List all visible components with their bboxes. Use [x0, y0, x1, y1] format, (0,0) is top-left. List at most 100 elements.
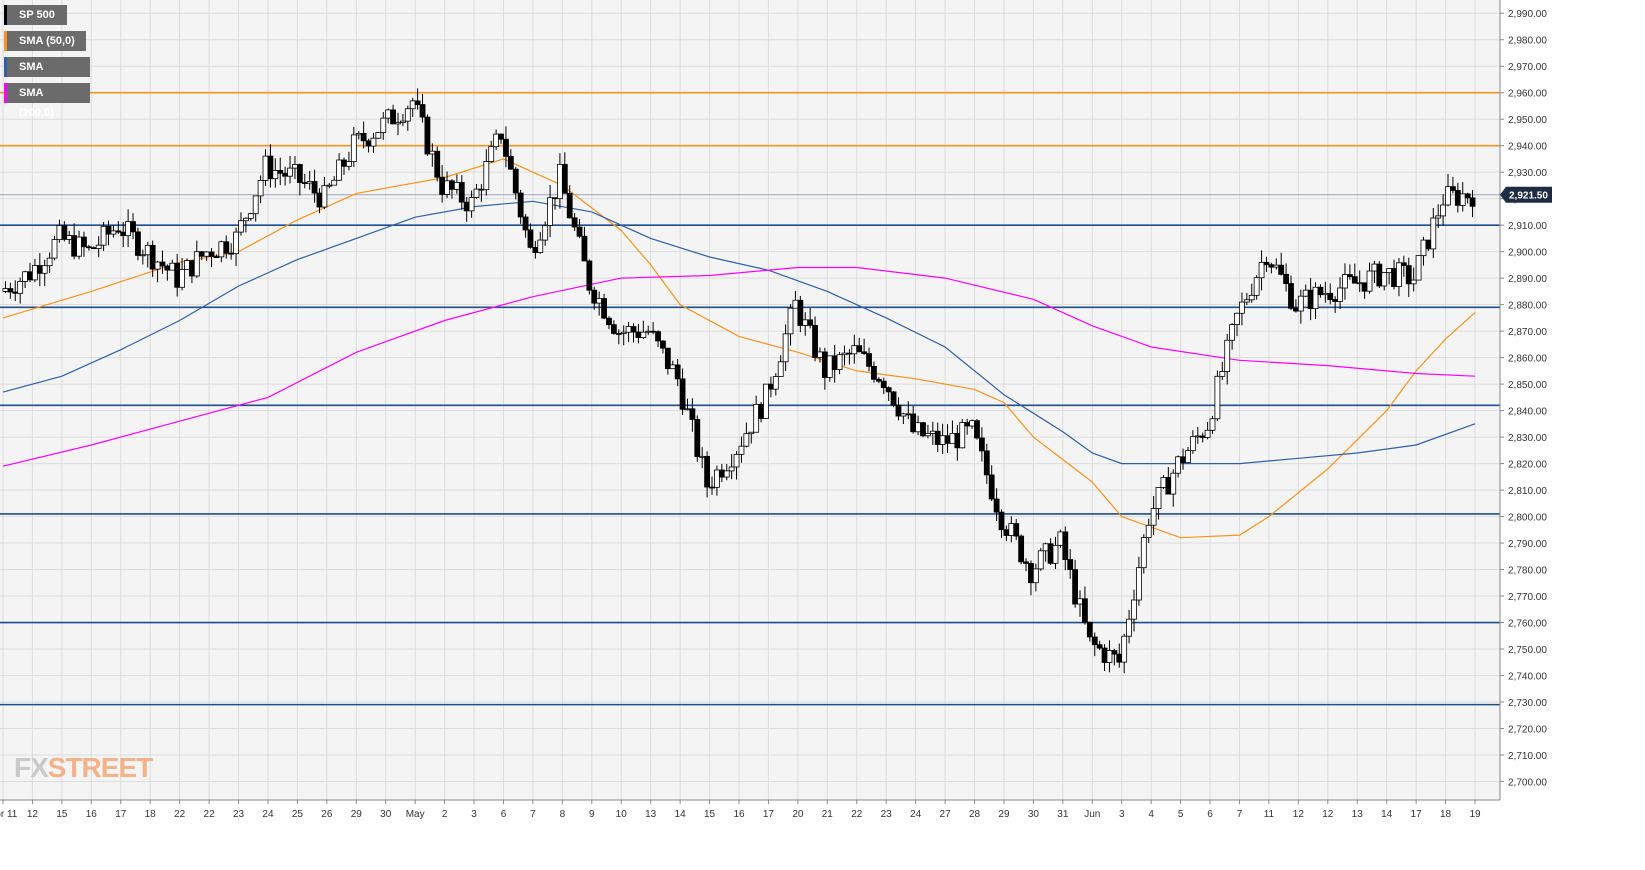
candle-body: [488, 146, 495, 162]
candle-body: [1459, 193, 1466, 206]
candle-body: [812, 324, 818, 358]
candle-body: [1243, 299, 1250, 303]
candle-body: [1013, 523, 1020, 537]
legend-sma-200[interactable]: SMA (200,0): [4, 83, 90, 119]
candle-body: [380, 117, 387, 133]
candle-body: [208, 251, 215, 257]
y-tick-label: 2,800.00: [1508, 513, 1547, 524]
candle-body: [576, 226, 583, 237]
candle-body: [1253, 277, 1260, 296]
x-tick-label: 11: [1264, 809, 1275, 820]
candle-body: [1312, 286, 1319, 309]
x-tick-label: 19: [1469, 809, 1481, 820]
candle-body: [463, 201, 470, 212]
candle-body: [900, 413, 907, 417]
candle-body: [296, 164, 303, 183]
x-tick-label: 2: [442, 809, 448, 820]
candle-body: [591, 289, 598, 304]
candle-body: [105, 225, 112, 235]
candle-body: [223, 241, 230, 254]
y-tick-label: 2,980.00: [1508, 36, 1547, 47]
x-tick-label: 12: [27, 809, 39, 820]
candle-body: [76, 236, 82, 257]
candle-body: [71, 235, 78, 257]
candle-body: [1268, 264, 1275, 268]
candle-body: [409, 100, 416, 110]
candle-body: [213, 256, 220, 258]
y-tick-label: 2,960.00: [1508, 89, 1547, 100]
candle-body: [1067, 559, 1074, 571]
candle-body: [841, 352, 848, 356]
x-tick-label: 3: [1119, 809, 1125, 820]
candle-body: [1185, 450, 1191, 463]
sma-line-2: [2, 266, 1476, 467]
candle-body: [1082, 598, 1088, 623]
y-tick-label: 2,780.00: [1508, 566, 1547, 577]
candle-body: [782, 333, 789, 363]
candle-body: [1405, 265, 1412, 285]
candle-body: [635, 331, 642, 339]
x-tick-label: 10: [616, 809, 628, 820]
candle-body: [890, 391, 897, 406]
candle-body: [154, 261, 161, 270]
candle-body: [1400, 262, 1407, 266]
candle-body: [522, 216, 529, 231]
candle-body: [944, 435, 951, 444]
x-tick-label: 5: [1178, 809, 1184, 820]
x-tick-label: 27: [940, 809, 952, 820]
candle-body: [1229, 324, 1236, 341]
candle-body: [542, 225, 549, 241]
candle-body: [424, 116, 431, 155]
x-tick-label: 7: [1237, 809, 1243, 820]
candle-body: [1450, 186, 1456, 191]
candle-body: [7, 288, 14, 293]
x-tick-label: 13: [645, 809, 657, 820]
candle-body: [787, 307, 794, 335]
candle-body: [46, 257, 53, 267]
y-tick-label: 2,970.00: [1508, 62, 1547, 73]
candle-body: [1366, 270, 1373, 292]
x-tick-label: 23: [881, 809, 893, 820]
x-tick-label: 4: [1148, 809, 1154, 820]
candle-body: [1194, 435, 1201, 438]
candle-body: [365, 140, 372, 147]
candle-body: [1091, 636, 1098, 646]
y-tick-label: 2,860.00: [1508, 354, 1547, 365]
candle-body: [1381, 272, 1388, 287]
candle-body: [856, 345, 863, 353]
candle-body: [993, 498, 1000, 513]
candle-body: [1376, 263, 1383, 287]
candle-body: [292, 164, 298, 169]
candle-body: [674, 364, 681, 380]
candle-body: [1135, 567, 1142, 601]
candle-body: [831, 355, 838, 370]
candle-body: [336, 159, 343, 181]
legend-sma-50[interactable]: SMA (50,0): [4, 31, 86, 51]
candle-body: [434, 150, 441, 178]
candle-body: [159, 261, 166, 267]
legend-sp500[interactable]: SP 500: [4, 5, 67, 25]
y-tick-label: 2,910.00: [1508, 221, 1547, 232]
candle-body: [1145, 524, 1152, 538]
candle-body: [483, 161, 490, 191]
candle-body: [978, 437, 985, 452]
x-tick-label: 25: [292, 809, 304, 820]
candle-body: [257, 180, 264, 197]
candle-body: [419, 104, 426, 118]
legend-sma-100[interactable]: SMA (100,0): [4, 57, 90, 93]
candle-body: [1052, 544, 1059, 564]
candle-body: [1454, 190, 1461, 206]
candle-body: [1391, 268, 1397, 288]
candle-body: [1111, 650, 1118, 655]
candle-body: [233, 231, 239, 255]
current-price-label: 2,921.50: [1509, 191, 1548, 202]
candle-body: [189, 260, 195, 277]
candle-body: [95, 244, 102, 249]
candle-body: [1337, 287, 1343, 302]
candle-body: [169, 262, 176, 271]
candle-body: [1278, 264, 1285, 275]
candle-body: [998, 511, 1005, 531]
candle-body: [56, 225, 63, 240]
